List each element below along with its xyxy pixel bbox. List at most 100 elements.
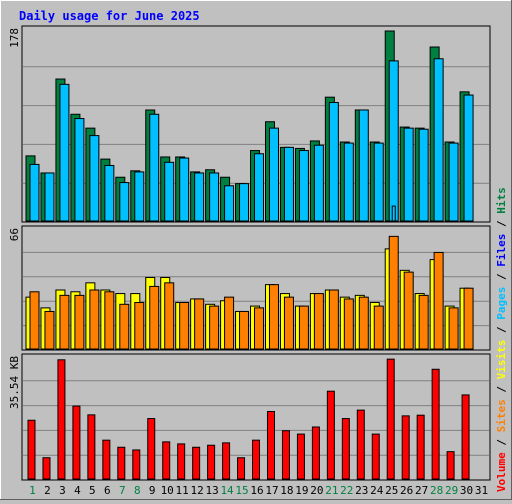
legend-text: Volume / Sites / Visits / Pages / Files …	[495, 187, 508, 492]
x-tick-label-day-28: 28	[430, 484, 443, 497]
bar-files-day-10	[164, 161, 175, 222]
x-tick-label-day-7: 7	[119, 484, 126, 497]
legend-separator: /	[495, 432, 508, 452]
x-tick-label-day-12: 12	[191, 484, 204, 497]
bar-files-day-17	[268, 127, 279, 222]
bar-volume-day-7	[117, 446, 126, 480]
x-tick-label-day-6: 6	[104, 484, 111, 497]
x-tick-label-day-20: 20	[310, 484, 323, 497]
bar-files-day-20	[313, 144, 324, 222]
x-tick-label-day-10: 10	[161, 484, 174, 497]
x-tick-label-day-22: 22	[340, 484, 353, 497]
x-tick-label-day-15: 15	[235, 484, 248, 497]
panel-volume: 35.54 KB	[8, 353, 491, 481]
bar-pages-day-25	[391, 205, 396, 222]
x-tick-label-day-30: 30	[460, 484, 473, 497]
bar-volume-day-12	[192, 446, 201, 480]
bar-volume-day-23	[356, 409, 365, 480]
bar-volume-day-1	[27, 419, 36, 480]
bar-sites-day-20	[313, 293, 324, 350]
x-tick-label-day-14: 14	[220, 484, 234, 497]
bar-volume-day-8	[132, 449, 141, 480]
bar-files-day-3	[59, 83, 70, 222]
bar-volume-day-22	[341, 418, 350, 480]
panel-max-label: 66	[8, 228, 21, 241]
bar-sites-day-17	[268, 284, 279, 350]
bar-volume-day-11	[177, 443, 186, 480]
x-tick-label-day-23: 23	[355, 484, 368, 497]
bar-volume-day-9	[147, 418, 156, 480]
legend-entry-pages: Pages	[495, 287, 508, 320]
bar-files-day-13	[209, 172, 220, 222]
bar-files-day-26	[403, 127, 414, 222]
x-tick-label-day-31: 31	[475, 484, 488, 497]
bar-files-day-23	[358, 109, 369, 222]
panel-hits-files-pages: 178	[8, 25, 491, 223]
x-tick-label-day-5: 5	[89, 484, 96, 497]
bar-files-day-11	[179, 157, 190, 222]
bar-volume-day-10	[162, 441, 171, 480]
bar-files-day-9	[149, 113, 160, 222]
bar-volume-day-21	[326, 390, 335, 480]
bar-files-day-21	[328, 102, 339, 222]
bar-volume-day-5	[87, 414, 96, 480]
x-tick-label-day-19: 19	[295, 484, 308, 497]
bar-files-day-1	[29, 163, 40, 222]
x-tick-labels: 1 2 3 4 5 6 7 8 9 10 11 12 13 14 15 16 17 18 19 20 21 22 23 24 2…	[29, 484, 488, 497]
x-tick-label-day-11: 11	[176, 484, 189, 497]
bar-sites-day-18	[283, 296, 294, 350]
bar-volume-day-17	[266, 410, 275, 480]
bar-volume-day-24	[371, 433, 380, 480]
bar-sites-day-11	[179, 302, 190, 350]
legend-entry-sites: Sites	[495, 399, 508, 432]
bar-volume-day-27	[416, 414, 425, 480]
bar-sites-day-21	[328, 289, 339, 350]
bar-files-day-14	[224, 185, 235, 222]
bar-files-day-15	[239, 183, 250, 222]
x-tick-label-day-13: 13	[205, 484, 218, 497]
bar-sites-day-1	[29, 291, 40, 350]
bar-files-day-7	[119, 182, 130, 222]
panel-visits-sites: 66	[8, 225, 491, 351]
bar-files-day-8	[134, 171, 145, 222]
bar-sites-day-15	[239, 310, 250, 350]
x-tick-label-day-21: 21	[325, 484, 338, 497]
panel-max-label: 35.54 KB	[8, 356, 21, 409]
x-tick-label-day-8: 8	[134, 484, 141, 497]
bar-volume-day-6	[102, 439, 111, 480]
bar-files-day-24	[373, 142, 384, 222]
x-tick-label-day-26: 26	[400, 484, 413, 497]
bar-sites-day-5	[89, 289, 100, 350]
x-tick-label-day-29: 29	[445, 484, 458, 497]
bar-sites-day-27	[418, 294, 429, 350]
x-tick-label-day-9: 9	[149, 484, 156, 497]
bar-volume-day-18	[281, 430, 290, 480]
legend-entry-volume: Volume	[495, 452, 508, 492]
bar-files-day-6	[104, 164, 115, 222]
legend-separator: /	[495, 379, 508, 399]
bar-sites-day-2	[44, 310, 55, 350]
bar-sites-day-28	[433, 251, 444, 350]
bar-files-day-28	[433, 58, 444, 222]
bar-sites-day-8	[134, 302, 145, 350]
bar-volume-day-3	[57, 359, 66, 480]
bar-files-day-5	[89, 135, 100, 222]
bar-volume-day-2	[42, 457, 51, 480]
bar-sites-day-4	[74, 294, 85, 350]
bar-sites-day-13	[209, 305, 220, 350]
bar-files-day-4	[74, 118, 85, 222]
bar-sites-day-7	[119, 303, 130, 350]
bar-sites-day-22	[343, 298, 354, 350]
legend-entry-visits: Visits	[495, 340, 508, 380]
bar-sites-day-23	[358, 296, 369, 350]
bar-sites-day-16	[254, 307, 265, 350]
chart-panels: 178 66 35.54 KB	[8, 25, 491, 481]
bar-volume-day-29	[446, 451, 455, 480]
bar-volume-day-26	[401, 415, 410, 480]
bar-files-day-27	[418, 128, 429, 222]
x-tick-label-day-2: 2	[44, 484, 51, 497]
x-tick-label-day-17: 17	[265, 484, 278, 497]
bar-volume-day-13	[207, 444, 216, 480]
